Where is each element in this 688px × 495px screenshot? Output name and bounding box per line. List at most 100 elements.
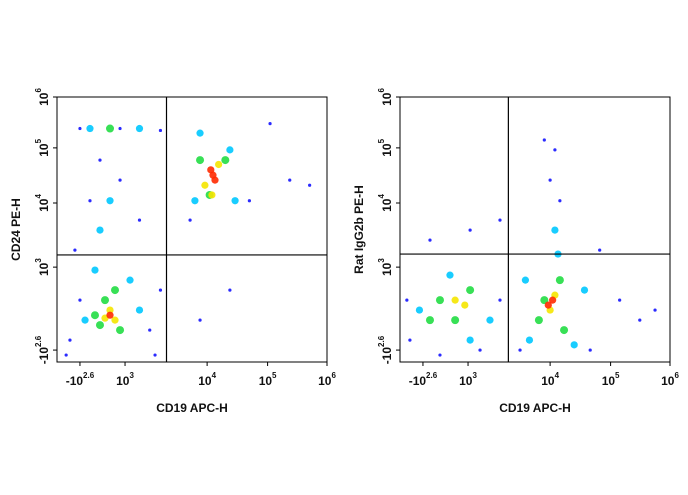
event-point (106, 311, 114, 319)
tick-base: 10 (380, 262, 394, 276)
tick-exponent: 5 (615, 371, 620, 380)
event-point (158, 288, 163, 292)
event-point (544, 301, 552, 309)
event-point (247, 199, 251, 203)
event-point (653, 308, 657, 312)
event-point (231, 197, 239, 205)
event-point (518, 348, 522, 352)
tick-exponent: 4 (212, 371, 217, 380)
event-point (228, 288, 232, 292)
tick-exponent: 6 (674, 371, 679, 380)
event-point (498, 218, 502, 222)
tick-exponent: 5 (272, 371, 277, 380)
x-tick-label: 103 (116, 371, 134, 388)
event-point (438, 353, 442, 357)
event-point (137, 218, 142, 222)
y-tick-label: 104 (377, 194, 394, 212)
event-point (153, 353, 157, 357)
event-point (88, 199, 92, 203)
event-point (618, 298, 622, 302)
event-point (525, 336, 534, 344)
tick-base: 10 (37, 143, 51, 157)
tick-exponent: 2.6 (34, 335, 43, 347)
event-point (468, 228, 472, 232)
y-tick-label: 103 (377, 258, 394, 276)
event-point (435, 296, 444, 305)
tick-base: -10 (380, 347, 394, 365)
plot-area (399, 96, 671, 363)
event-point (405, 298, 409, 302)
event-point (90, 311, 99, 320)
tick-exponent: 5 (377, 138, 386, 143)
event-point (111, 286, 120, 295)
tick-base: 10 (380, 92, 394, 106)
event-point (126, 276, 134, 284)
event-point (548, 178, 552, 182)
event-point (549, 296, 557, 304)
event-point (551, 226, 559, 234)
tick-base: 10 (459, 374, 473, 388)
event-point (415, 306, 424, 314)
event-point (95, 321, 104, 330)
event-point (598, 248, 602, 252)
tick-exponent: 2.6 (83, 371, 95, 380)
event-point (81, 316, 89, 324)
tick-exponent: 4 (555, 371, 560, 380)
event-point (118, 178, 122, 182)
tick-exponent: 6 (331, 371, 336, 380)
y-tick-label: 106 (34, 88, 51, 106)
plot: -102.6 103 104 105 106-102.6103104105106CD19… (352, 88, 679, 416)
x-tick-label: 105 (259, 371, 277, 388)
tick-base: 10 (198, 374, 212, 388)
event-point (553, 148, 557, 152)
tick-base: 10 (37, 262, 51, 276)
event-point (534, 316, 543, 325)
event-point (201, 181, 209, 189)
y-tick-label: -102.6 (34, 335, 51, 364)
tick-base: 10 (116, 374, 130, 388)
event-point (98, 158, 102, 162)
event-point (580, 286, 589, 294)
event-point (86, 124, 94, 133)
event-point (408, 338, 412, 342)
event-point (188, 218, 192, 222)
event-point (268, 122, 272, 126)
tick-base: 10 (541, 374, 555, 388)
event-point (221, 156, 230, 165)
event-point (106, 197, 114, 205)
x-axis-label: CD19 APC-H (156, 401, 228, 415)
event-point (226, 146, 234, 154)
event-point (78, 126, 82, 131)
event-point (118, 126, 122, 131)
tick-exponent: 3 (377, 258, 386, 263)
tick-base: -10 (409, 374, 427, 388)
event-point (466, 286, 475, 295)
event-point (498, 298, 502, 302)
y-tick-label: 104 (34, 194, 51, 212)
tick-base: -10 (66, 374, 84, 388)
event-point (207, 166, 215, 174)
tick-exponent: 3 (472, 371, 477, 380)
tick-base: 10 (602, 374, 616, 388)
event-point (588, 348, 592, 352)
tick-base: 10 (318, 374, 332, 388)
y-tick-label: 105 (377, 138, 394, 156)
tick-exponent: 4 (377, 194, 386, 199)
event-point (135, 306, 144, 314)
event-point (198, 318, 202, 322)
event-point (466, 336, 474, 344)
event-point (148, 328, 152, 332)
tick-base: 10 (37, 92, 51, 106)
y-axis-label: CD24 PE-H (9, 198, 23, 261)
event-point (158, 128, 163, 133)
event-point (542, 138, 546, 142)
event-point (446, 271, 454, 279)
event-point (215, 160, 223, 169)
event-point (64, 353, 68, 357)
event-point (486, 316, 494, 324)
event-point (451, 316, 460, 325)
y-tick-label: -102.6 (377, 335, 394, 364)
event-point (96, 226, 104, 234)
